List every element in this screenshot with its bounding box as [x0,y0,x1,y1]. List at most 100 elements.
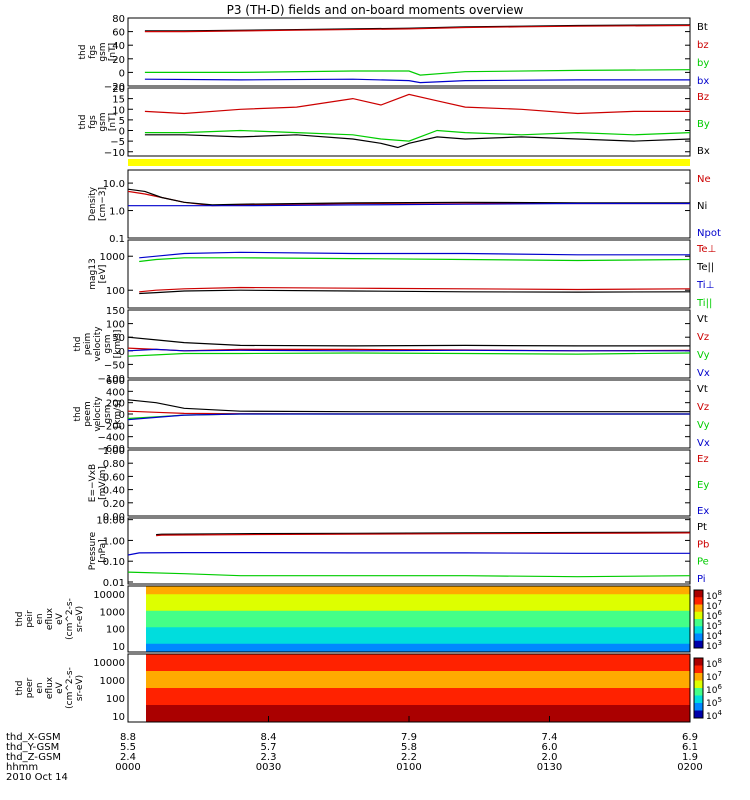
y-axis-label: thd [73,337,83,352]
spectrogram-band [146,627,690,636]
legend-entry: Pb [697,539,709,550]
y-axis-label: Density [88,186,98,221]
x-tick-label: 2.0 [542,752,558,763]
series-line-bz [144,24,691,33]
series-line-Te⊥ [139,286,691,293]
y-axis-label: eV [55,612,65,625]
series-line-Vy [127,352,691,357]
colorbar-segment [694,604,703,613]
colorbar-tick-label: 106 [706,683,722,696]
y-axis-label: peer [25,677,35,698]
y-tick-label: 20 [112,84,125,95]
y-tick-label: 600 [106,376,125,387]
y-axis-label: [eV] [98,265,108,284]
y-tick-label: 10 [112,712,125,723]
y-tick-label: −200 [98,421,125,432]
legend-entry: Ex [697,506,709,517]
y-tick-label: 1000 [100,607,125,618]
colorbar-tick-label: 105 [706,696,722,709]
y-axis-label: [km/s] [113,400,123,429]
x-tick-label: 0100 [396,762,421,773]
y-axis-label: velocity [93,326,103,362]
colorbar-segment [694,665,703,674]
chart-title: P3 (TH-D) fields and on-board moments ov… [227,3,524,17]
spectrogram-band [146,696,690,706]
x-tick-label: 5.8 [401,742,417,753]
colorbar-segment [694,619,703,627]
y-tick-label: 1.00 [103,446,125,457]
spectrogram-band [146,619,690,628]
series-line-Npot [128,202,690,207]
y-tick-label: 400 [106,387,125,398]
y-tick-label: 0.60 [103,472,125,483]
y-tick-label: 10.00 [96,516,125,527]
colorbar-tick-label: 104 [706,709,722,722]
y-tick-label: 1.0 [109,207,125,218]
y-tick-label: 1000 [100,676,125,687]
series-line-by [144,69,691,76]
panel-frame [127,449,691,517]
series-line-Vx [127,348,690,352]
spectrogram-band [146,586,690,595]
x-tick-label: 6.9 [682,732,698,743]
y-tick-label: 15 [112,95,125,106]
y-axis-label: gsm [103,404,113,423]
y-tick-label: 0.40 [103,486,125,497]
y-tick-label: 0 [119,68,125,79]
panel-frame [127,585,691,653]
x-axis-row-label: 2010 Oct 14 [6,772,68,783]
y-tick-label: 100 [106,694,125,705]
y-axis-label: Pressure [88,531,98,570]
x-tick-label: 0030 [256,762,281,773]
colorbar-segment [694,688,703,696]
panel-1: 80 60 40 20 0 −20 thd fgs gsm [nT] Bt bz by bx [78,14,709,93]
series-line-Bz [144,93,690,115]
colorbar-tick-label: 106 [706,609,722,622]
y-axis-label: fgs [88,115,98,129]
y-tick-label: 0.80 [103,459,125,470]
legend-entry: Pi [697,574,706,585]
legend-entry: Ne [697,174,711,185]
legend-entry: Ti|| [696,298,712,309]
x-tick-label: 8.8 [120,732,136,743]
colorbar-segment [694,673,703,681]
colorbar-segment [694,611,703,620]
legend-entry: Ti⊥ [696,280,714,291]
spectrogram-1: 10000 1000 100 10 thd peir en eflux eV (cm^2-s-sr… [15,585,722,653]
y-tick-label: 0.10 [103,557,125,568]
y-tick-label: 10 [112,105,125,116]
legend-entry: Ez [697,454,709,465]
series-line-Te|| [139,289,691,295]
y-tick-label: −400 [98,433,125,444]
y-tick-label: 0.01 [103,578,125,589]
colorbar-tick-label: 107 [706,670,722,683]
spectrogram-band [146,705,690,714]
spectrogram-band [146,662,690,672]
y-axis-label: en [35,682,45,693]
panel-frame [127,517,691,585]
y-axis-label: gsm [98,42,108,61]
y-tick-label: 0 [119,127,125,138]
y-tick-label: −50 [104,360,125,371]
y-tick-label: 100 [106,320,125,331]
y-tick-label: 80 [112,14,125,25]
colorbar-tick-label: 108 [706,657,722,670]
panel-frame [127,239,691,309]
y-tick-label: 10000 [93,658,125,669]
legend-entry: Vz [697,402,709,413]
spectrogram-band [146,713,690,723]
y-axis-label: E=−VxB [88,464,98,502]
spectrogram-band [146,688,690,697]
y-axis-label: sr-eV) [75,675,85,701]
colorbar-segment [694,633,703,642]
colorbar-frame [693,657,704,719]
colorbar-segment [694,680,703,689]
y-tick-label: 5 [119,116,125,127]
spectrogram-band [146,679,690,689]
legend-entry: bx [697,76,709,87]
y-axis-label: [mV/m] [98,466,108,500]
x-tick-label: 2.2 [401,752,417,763]
panel-4: 1000 100 mag13 [eV] Te⊥ Te|| Ti⊥ Ti|| [88,239,716,309]
